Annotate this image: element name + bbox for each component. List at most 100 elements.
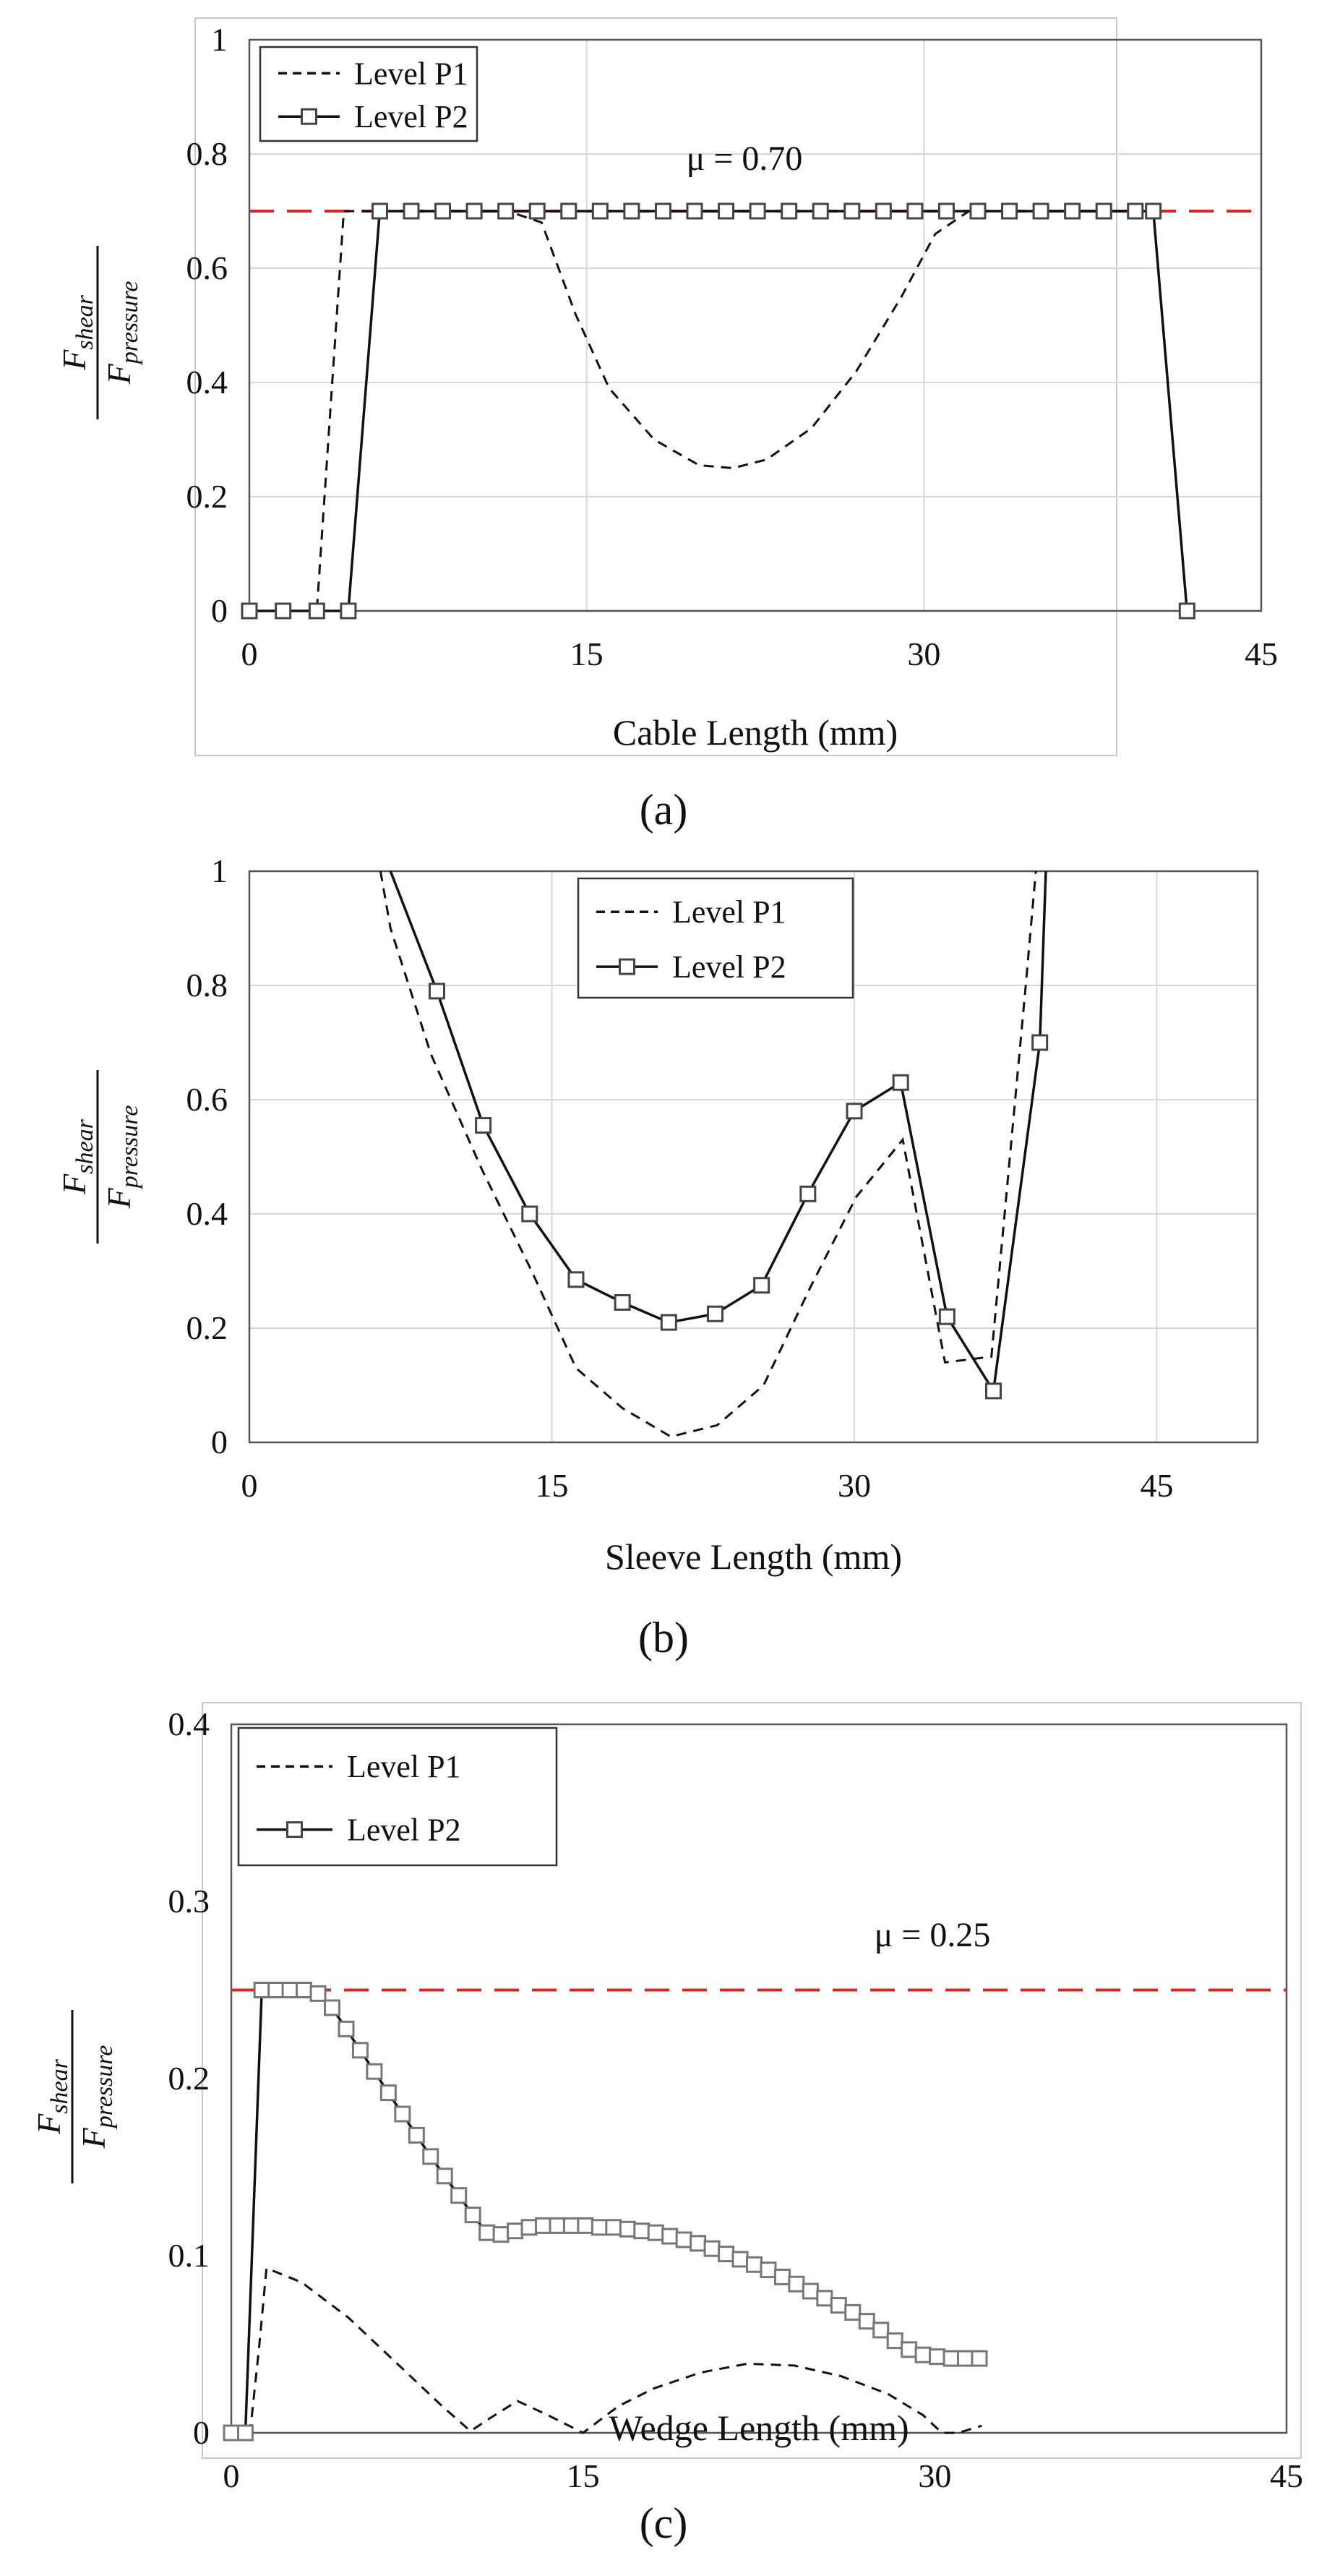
series-marker-level-p2 [371,202,388,220]
y-label-numerator-main: F [56,1173,93,1195]
series-marker-level-p2 [223,2424,240,2442]
series-marker-level-p2 [1031,1034,1049,1051]
panel-caption: (b) [638,1614,689,1661]
series-marker-level-p2 [464,2207,481,2224]
series-marker-level-p2 [914,2346,932,2363]
legend-box [577,877,854,999]
series-marker-level-p2 [844,2303,862,2321]
series-marker-level-p2 [788,2275,805,2293]
series-marker-level-p2 [886,2332,903,2350]
chart-panel-c: 0 0.1 0.2 0.3 0.4 0 15 30 45 Wedge Length (mm) Fsh… [30,1702,1303,2547]
series-marker-level-p2 [422,2148,439,2165]
panel-caption: (c) [640,2499,688,2547]
legend: Level P1 Level P2 [577,877,854,999]
x-axis-label: Sleeve Length (mm) [605,1536,902,1577]
series-marker-level-p2 [403,202,420,220]
y-tick-label: 0.6 [186,1081,228,1118]
series-marker-level-p2 [560,202,577,220]
legend-label: Level P2 [354,99,468,134]
series-marker-level-p2 [408,2126,425,2144]
series-line-level-p2 [389,870,1047,1395]
legend-box [259,46,478,142]
chart-outer-frame [202,1702,1302,2459]
chart-panel-a: 0 0.2 0.4 0.6 0.8 1 0 15 30 45 Cable Length (mm) Fs… [56,17,1278,834]
x-tick-label: 45 [1270,2457,1303,2494]
series-marker-level-p2 [969,202,987,220]
y-tick-label: 0.4 [168,1706,210,1742]
series-marker-level-p2 [1095,202,1112,220]
y-label-denominator: Fpressure [75,2045,118,2149]
series-marker-level-p2 [773,2268,791,2285]
series-marker-level-p2 [275,602,292,620]
y-tick-label: 0 [193,2414,210,2451]
legend-label: Level P2 [672,949,786,985]
y-label-denominator-main: F [100,1187,137,1209]
series-marker-level-p2 [830,2297,847,2314]
series-marker-level-p2 [281,1982,299,1998]
series-marker-level-p2 [428,983,445,1000]
series-marker-level-p2 [985,1382,1002,1400]
series-marker-level-p2 [1032,202,1049,220]
y-tick-label: 0.4 [186,364,228,401]
series-marker-level-p2 [799,1185,817,1202]
y-tick-label: 1 [211,852,228,889]
series-marker-level-p2 [661,2228,679,2245]
series-marker-level-p2 [475,1117,492,1134]
series-marker-level-p2 [703,2240,721,2257]
series-marker-level-p2 [436,2168,453,2185]
series-marker-level-p2 [492,2226,510,2243]
series-marker-level-p2 [647,2224,664,2241]
series-marker-level-p2 [619,2220,636,2238]
series-line-level-p1 [379,870,1037,1438]
y-label-denominator-sub: pressure [116,281,143,366]
series-marker-level-p2 [901,2341,918,2358]
series-marker-level-p2 [324,1999,341,2016]
legend: Level P1 Level P2 [259,46,478,142]
series-marker-level-p2 [746,2256,763,2273]
series-marker-level-p2 [605,2219,622,2236]
series-line-level-p1 [231,2267,982,2434]
series-marker-level-p2 [253,1982,270,1998]
series-marker-level-p2 [906,202,924,220]
legend-label: Level P1 [354,56,468,91]
y-tick-label: 0.3 [168,1883,210,1920]
series-marker-level-p2 [267,1982,285,1998]
y-tick-label: 0.8 [186,135,228,172]
legend: Level P1 Level P2 [237,1726,558,1867]
series-marker-level-p2 [957,2350,974,2367]
series-marker-level-p2 [675,2231,692,2248]
series-marker-level-p2 [858,2313,875,2330]
series-marker-level-p2 [567,1271,585,1288]
y-label-numerator-main: F [30,2113,67,2135]
series-marker-level-p2 [942,2350,960,2367]
series-marker-level-p2 [872,2322,890,2339]
series-marker-level-p2 [236,2424,254,2442]
x-tick-label: 15 [567,2457,600,2494]
y-tick-label: 0.4 [186,1195,228,1232]
series-marker-level-p2 [296,1982,313,1998]
series-marker-level-p2 [718,202,735,220]
y-tick-label: 0.2 [168,2060,210,2097]
series-marker-level-p2 [549,2217,566,2234]
series-marker-level-p2 [1127,202,1144,220]
series-marker-level-p2 [706,1305,723,1322]
series-marker-level-p2 [846,1103,863,1120]
series-marker-level-p2 [690,2235,707,2252]
series-marker-level-p2 [892,1074,909,1091]
series-marker-level-p2 [521,1205,538,1223]
legend-label: Level P1 [672,894,786,930]
y-tick-label: 0.1 [168,2237,210,2274]
series-marker-level-p2 [937,202,955,220]
y-label-numerator: Fshear [56,1118,98,1194]
series-marker-level-p2 [379,2084,397,2102]
series-marker-level-p2 [241,602,258,620]
series-marker-level-p2 [781,202,798,220]
series-marker-level-p2 [338,2020,355,2037]
legend-swatch-marker [619,958,635,975]
x-axis-label: Wedge Length (mm) [609,2408,909,2448]
series-marker-level-p2 [1064,202,1081,220]
